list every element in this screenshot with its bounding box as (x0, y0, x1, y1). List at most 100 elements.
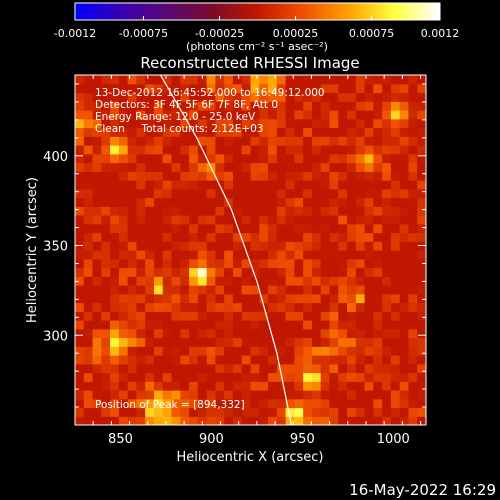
heatmap-cell (83, 223, 94, 234)
heatmap-cell (329, 285, 339, 295)
heatmap-cell (417, 407, 426, 417)
heatmap-cell (127, 180, 138, 190)
heatmap-cell (197, 206, 208, 216)
heatmap-cell (75, 372, 85, 382)
heatmap-cell (189, 75, 199, 85)
heatmap-cell (276, 180, 287, 190)
heatmap-cell (355, 92, 366, 102)
heatmap-cell (303, 118, 313, 129)
heatmap-cell (347, 215, 357, 225)
heatmap-cell (153, 372, 164, 382)
heatmap-cell (127, 293, 138, 304)
heatmap-cell (145, 241, 155, 251)
heatmap-cell (347, 83, 357, 94)
heatmap-cell (276, 302, 287, 312)
heatmap-cell (390, 355, 401, 365)
heatmap-cell (294, 241, 304, 251)
heatmap-cell (268, 285, 278, 295)
heatmap-cell (373, 355, 383, 365)
colorbar (74, 2, 441, 21)
heatmap-cell (329, 346, 339, 356)
heatmap-cell (250, 180, 260, 190)
heatmap-cell (110, 92, 120, 102)
heatmap-cell (197, 363, 208, 374)
heatmap-cell (215, 188, 225, 199)
colorbar-unit-label: (photons cm⁻² s⁻¹ asec⁻²) (186, 40, 328, 53)
heatmap-cell (241, 136, 252, 146)
heatmap-cell (197, 127, 208, 137)
heatmap-cell (145, 127, 155, 137)
heatmap-cell (276, 110, 287, 120)
heatmap-cell (347, 101, 357, 111)
heatmap-cell (162, 127, 173, 137)
heatmap-cell (118, 215, 129, 225)
heatmap-cell (145, 407, 155, 417)
heatmap-cell (180, 127, 190, 137)
heatmap-cell (224, 110, 234, 120)
heatmap-cell (145, 206, 155, 216)
heatmap-cell (276, 398, 287, 409)
heatmap-cell (355, 215, 366, 225)
heatmap-cell (206, 337, 216, 347)
heatmap-cell (224, 346, 234, 356)
heatmap-cell (303, 83, 313, 94)
colorbar-tick-label: 0.00075 (349, 27, 395, 40)
heatmap-cell (364, 171, 374, 181)
heatmap-cell (320, 320, 331, 330)
heatmap-cell (276, 145, 287, 155)
heatmap-cell (83, 250, 94, 260)
heatmap-cell (373, 206, 383, 216)
heatmap-cell (347, 381, 357, 391)
heatmap-cell (390, 206, 401, 216)
heatmap-cell (390, 372, 401, 382)
heatmap-cell (189, 162, 199, 172)
heatmap-cell (127, 285, 138, 295)
heatmap-cell (92, 101, 102, 111)
heatmap-cell (75, 101, 85, 111)
heatmap-cell (364, 153, 374, 164)
heatmap-cell (171, 136, 181, 146)
heatmap-cell (171, 416, 181, 425)
heatmap-cell (162, 188, 173, 199)
heatmap-cell (417, 197, 426, 207)
heatmap-cell (355, 101, 366, 111)
chart-title: Reconstructed RHESSI Image (140, 54, 359, 72)
heatmap-cell (373, 302, 383, 312)
heatmap-cell (118, 328, 129, 339)
heatmap-cell (189, 293, 199, 304)
heatmap-cell (92, 258, 102, 269)
heatmap-cell (180, 162, 190, 172)
heatmap-cell (285, 258, 295, 269)
heatmap-cell (145, 390, 155, 400)
heatmap-cell (303, 346, 313, 356)
heatmap-cell (390, 180, 401, 190)
heatmap-cell (215, 92, 225, 102)
heatmap-cell (206, 285, 216, 295)
heatmap-cell (347, 302, 357, 312)
heatmap-cell (162, 398, 173, 409)
heatmap-cell (232, 337, 243, 347)
heatmap-cell (101, 258, 111, 269)
heatmap-cell (338, 407, 348, 417)
heatmap-cell (224, 232, 234, 242)
heatmap-cell (259, 372, 269, 382)
heatmap-cell (110, 390, 120, 400)
heatmap-cell (268, 145, 278, 155)
heatmap-cell (417, 188, 426, 199)
heatmap-cell (355, 118, 366, 129)
heatmap-cell (347, 180, 357, 190)
heatmap-cell (390, 328, 401, 339)
heatmap-cell (206, 302, 216, 312)
heatmap-cell (101, 153, 111, 164)
heatmap-cell (136, 206, 146, 216)
heatmap-cell (355, 363, 366, 374)
heatmap-cell (180, 188, 190, 199)
heatmap-cell (197, 311, 208, 321)
heatmap-cell (145, 416, 155, 425)
heatmap-cell (118, 136, 129, 146)
heatmap-cell (232, 363, 243, 374)
heatmap-cell (110, 302, 120, 312)
heatmap-cell (276, 92, 287, 102)
heatmap-cell (285, 355, 295, 365)
